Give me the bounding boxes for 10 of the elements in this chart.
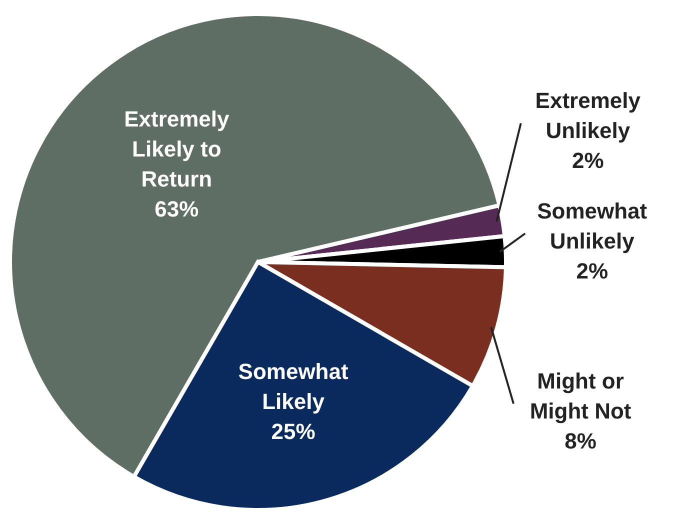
slice-label: Might or Might Not (530, 368, 632, 424)
data-label: 63% (154, 196, 199, 222)
slice-label: Extremely Likely to Return (124, 106, 230, 192)
slice-label: Somewhat Likely (238, 358, 349, 414)
slice-label: Somewhat Unlikely (537, 198, 648, 254)
data-label: 2% (576, 258, 608, 284)
data-label: 25% (271, 418, 316, 444)
slice-label: Extremely Unlikely (535, 88, 642, 144)
data-label: 8% (564, 428, 596, 454)
data-label: 2% (572, 148, 604, 174)
